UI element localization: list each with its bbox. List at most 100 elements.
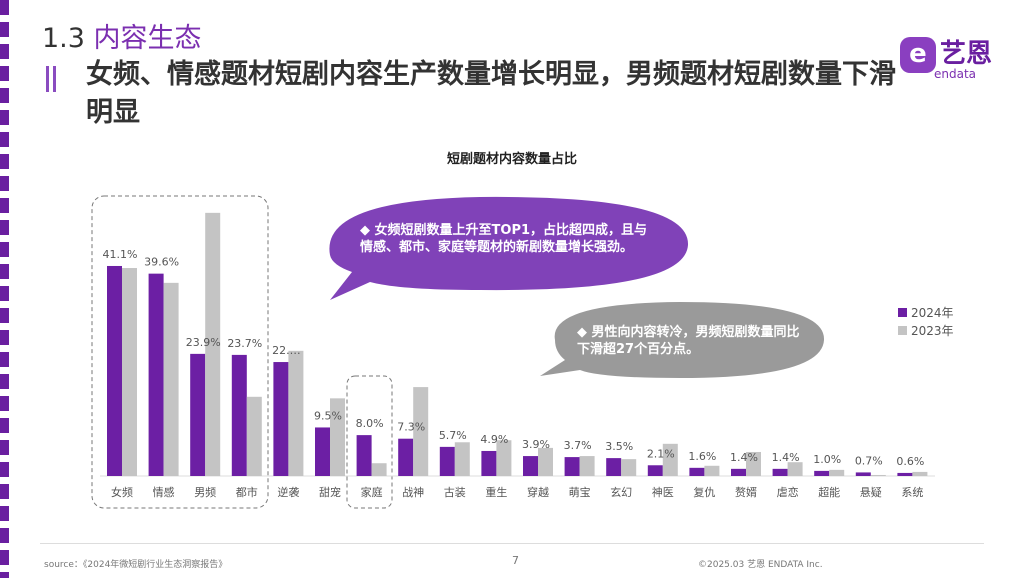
bar-2023-10 [538, 447, 553, 476]
bar-2023-0 [122, 268, 137, 476]
category-label: 古装 [444, 486, 466, 499]
bar-2024-3 [231, 354, 247, 476]
data-label-2024: 2.1% [647, 447, 675, 460]
bar-2024-7 [398, 438, 414, 476]
bar-2024-13 [647, 465, 663, 476]
bar-2024-11 [564, 457, 580, 476]
category-label: 重生 [485, 485, 507, 499]
bar-2024-5 [315, 427, 330, 476]
bar-2024-15 [731, 468, 746, 476]
bar-2023-13 [662, 443, 678, 476]
data-label-2024: 7.3% [397, 421, 425, 434]
data-label-2024: 41.1% [103, 248, 138, 261]
bar-2024-0 [107, 265, 122, 476]
bar-2023-15 [746, 451, 761, 476]
highlight-box-group1 [91, 195, 269, 509]
data-label-2024: 1.6% [688, 450, 716, 463]
legend-item-2023: 2023年 [898, 322, 954, 340]
bar-2024-9 [481, 450, 497, 476]
bar-2023-3 [246, 396, 262, 476]
chart-title: 短剧题材内容数量占比 [446, 152, 577, 167]
data-label-2024: 1.4% [772, 451, 800, 464]
bar-2024-12 [606, 458, 622, 476]
category-label: 系统 [901, 486, 923, 499]
data-label-2024: 39.6% [144, 256, 179, 269]
data-label-2024: 23.7% [227, 337, 262, 350]
footer-source: source：《2024年微短剧行业生态洞察报告》 [44, 560, 228, 570]
legend: 2024年 2023年 [898, 304, 954, 340]
category-label: 战神 [402, 485, 424, 499]
section-title: 1.3 内容生态 [42, 16, 202, 55]
headline-bar-icon [46, 66, 56, 92]
category-label: 复仇 [693, 485, 715, 499]
footer-divider [40, 543, 984, 544]
page-headline: 女频、情感题材短剧内容生产数量增长明显，男频题材短剧数量下滑明显 [86, 59, 896, 128]
bar-2023-5 [330, 398, 345, 476]
logo-cn: 艺恩 [940, 39, 993, 69]
data-label-2024: 3.7% [564, 439, 592, 452]
data-label-2024: 3.9% [522, 438, 550, 451]
data-label-2024: 1.0% [813, 453, 841, 466]
bar-2024-8 [439, 446, 455, 476]
legend-swatch-2023 [898, 326, 907, 335]
category-label: 超能 [818, 485, 840, 499]
endata-logo: e 艺恩 endata [900, 33, 1010, 85]
data-label-2024: 22.… [272, 344, 301, 357]
bar-2023-9 [496, 440, 512, 476]
bar-2023-16 [787, 462, 803, 476]
bar-2023-8 [454, 442, 470, 476]
bar-2023-11 [579, 456, 595, 476]
bar-2024-17 [814, 470, 830, 476]
bar-2024-19 [897, 472, 913, 476]
bar-2024-14 [689, 467, 705, 476]
bar-2023-1 [163, 282, 179, 476]
page-number: 7 [512, 554, 519, 567]
category-label: 萌宝 [569, 485, 591, 499]
bar-2024-4 [273, 362, 289, 476]
callout-purple-text: ◆ 女频短剧数量上升至TOP1，占比超四成，且与情感、都市、家庭等题材的新剧数量… [360, 223, 648, 255]
section-number: 1.3 [42, 23, 85, 54]
category-label: 情感 [153, 486, 175, 499]
bar-2023-19 [912, 471, 928, 476]
bar-2023-12 [621, 459, 637, 476]
data-label-2024: 1.4% [730, 451, 758, 464]
bar-2024-6 [356, 435, 372, 476]
left-decorative-stripe [0, 0, 9, 578]
data-label-2024: 4.9% [480, 433, 508, 446]
bar-2024-10 [523, 456, 538, 476]
category-label: 甜宠 [319, 485, 341, 499]
bar-2023-14 [704, 465, 720, 476]
bar-2024-18 [855, 472, 871, 476]
callout-gray-bubble [540, 302, 825, 378]
bar-2023-2 [205, 212, 221, 476]
category-label: 虐恋 [777, 485, 799, 499]
section-name: 内容生态 [93, 23, 202, 54]
bar-2024-16 [772, 468, 788, 476]
data-label-2024: 0.7% [855, 454, 883, 467]
category-label: 赘婿 [735, 485, 757, 499]
highlight-box-family [346, 375, 393, 509]
legend-item-2024: 2024年 [898, 304, 954, 322]
category-label: 穿越 [527, 485, 549, 499]
data-label-2024: 0.6% [896, 455, 924, 468]
bar-2023-7 [413, 387, 429, 476]
category-label: 女频 [111, 485, 133, 499]
category-label: 神医 [652, 485, 674, 499]
category-label: 男频 [194, 485, 216, 499]
category-label: 家庭 [361, 485, 383, 499]
bar-2023-4 [288, 350, 304, 476]
logo-mark-icon: e [900, 37, 936, 73]
callout-gray-text: ◆ 男性向内容转冷，男频短剧数量同比下滑超27个百分点。 [577, 325, 800, 357]
data-label-2024: 9.5% [314, 409, 342, 422]
category-label: 都市 [236, 485, 258, 499]
data-label-2024: 3.5% [605, 440, 633, 453]
legend-swatch-2024 [898, 308, 907, 317]
callout-purple-bubble [329, 196, 689, 300]
data-label-2024: 8.0% [356, 417, 384, 430]
data-label-2024: 23.9% [186, 336, 221, 349]
category-label: 逆袭 [277, 485, 299, 499]
category-label: 悬疑 [860, 486, 882, 499]
category-label: 玄幻 [610, 485, 632, 499]
bar-2023-18 [870, 474, 886, 476]
